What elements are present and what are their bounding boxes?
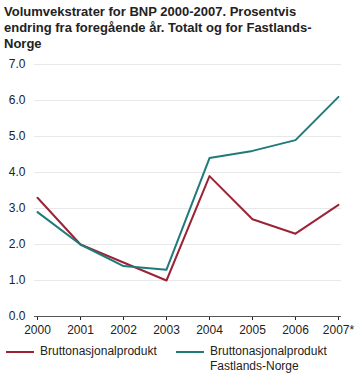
svg-text:2003: 2003: [153, 323, 180, 337]
svg-text:2.0: 2.0: [9, 237, 26, 251]
svg-text:2007*: 2007*: [323, 323, 355, 337]
html-text:Bruttonasjonalprodukt: Bruttonasjonalprodukt: [40, 344, 157, 358]
html-text:Volumvekstrater for BNP 2000-2: Volumvekstrater for BNP 2000-2007. Prose…: [4, 4, 312, 51]
svg-text:2005: 2005: [239, 323, 266, 337]
svg-text:2002: 2002: [110, 323, 137, 337]
svg-text:2006: 2006: [282, 323, 309, 337]
svg-text:4.0: 4.0: [9, 165, 26, 179]
svg-text:2004: 2004: [196, 323, 223, 337]
svg-text:7.0: 7.0: [9, 57, 26, 71]
svg-text:6.0: 6.0: [9, 93, 26, 107]
svg-text:1.0: 1.0: [9, 273, 26, 287]
svg-text:5.0: 5.0: [9, 129, 26, 143]
svg-text:0.0: 0.0: [9, 309, 26, 323]
svg-text:2000: 2000: [24, 323, 51, 337]
svg-text:2001: 2001: [67, 323, 94, 337]
html-text:Bruttonasjonalprodukt Fastland: Bruttonasjonalprodukt Fastlands-Norge: [210, 344, 327, 373]
svg-text:3.0: 3.0: [9, 201, 26, 215]
